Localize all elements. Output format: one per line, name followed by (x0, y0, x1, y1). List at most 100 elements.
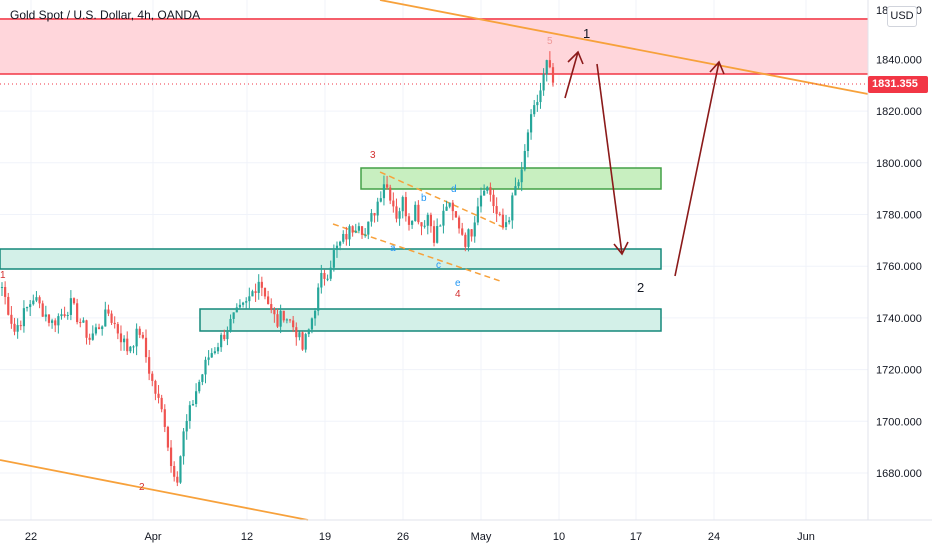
candle-down (288, 319, 292, 321)
candles (0, 51, 555, 487)
candle-up (357, 226, 360, 231)
candle-up (216, 347, 220, 352)
candle-down (454, 211, 458, 218)
candle-up (354, 230, 357, 233)
candle-up (94, 327, 98, 334)
candle-down (451, 202, 454, 212)
candle-up (313, 310, 317, 319)
wave-labels: 1 2 2 3 4 5 1 a b c d e (0, 26, 644, 493)
candle-up (182, 431, 185, 457)
candle-down (495, 206, 498, 214)
candle-up (379, 198, 382, 202)
candle-down (489, 187, 492, 195)
x-tick-label: 19 (319, 531, 331, 543)
candle-down (176, 476, 179, 483)
candle-up (122, 338, 126, 343)
candle-up (204, 359, 207, 375)
wave-label-e: e (455, 278, 461, 289)
candle-up (508, 220, 511, 223)
candle-up (514, 186, 517, 196)
candle-up (69, 298, 72, 315)
x-axis[interactable]: 22 Apr 12 19 26 May 10 17 24 Jun (25, 531, 815, 543)
candle-down (138, 328, 141, 335)
candle-up (445, 206, 448, 211)
candle-down (97, 327, 101, 330)
candle-down (292, 320, 295, 328)
candle-down (345, 233, 348, 240)
y-tick-label: 1680.000 (876, 468, 922, 480)
candle-up (44, 314, 47, 317)
candle-down (4, 287, 7, 297)
x-tick-label: Apr (144, 531, 161, 543)
x-tick-label: May (471, 531, 492, 543)
candle-down (432, 226, 436, 243)
arrow-up-to-1 (564, 51, 579, 99)
wave-label-4: 4 (455, 289, 461, 300)
candle-up (241, 302, 245, 305)
projection-arrows (564, 50, 725, 277)
candle-down (113, 322, 116, 325)
candle-up (529, 114, 533, 133)
candle-up (542, 74, 545, 91)
chart-title: Gold Spot / U.S. Dollar, 4h, OANDA (10, 8, 201, 22)
y-tick-label: 1720.000 (876, 365, 922, 377)
wave-label-big-2: 2 (637, 280, 644, 295)
candle-down (7, 296, 10, 315)
candle-up (91, 333, 94, 340)
candle-up (476, 206, 479, 223)
candle-up (285, 319, 288, 321)
candle-down (295, 327, 298, 338)
y-tick-label: 1840.000 (876, 54, 922, 66)
candle-up (526, 132, 530, 151)
candle-up (332, 250, 335, 268)
x-tick-label: Jun (797, 531, 815, 543)
candle-up (398, 211, 401, 219)
candle-up (229, 318, 232, 332)
candle-down (126, 338, 129, 352)
candle-up (251, 291, 254, 297)
candle-up (232, 312, 235, 319)
candle-up (310, 318, 314, 330)
x-tick-label: 12 (241, 531, 253, 543)
candle-down (13, 323, 16, 332)
candle-down (498, 213, 501, 215)
candle-up (473, 222, 476, 237)
candle-up (339, 241, 342, 246)
candle-up (57, 316, 60, 326)
candle-up (423, 225, 426, 227)
candle-down (551, 67, 555, 83)
candle-down (63, 314, 66, 317)
upper-trendline (379, 0, 869, 95)
candle-down (407, 216, 411, 225)
candle-up (426, 214, 429, 226)
candle-down (144, 337, 148, 358)
arrow-up-to-target (674, 61, 720, 277)
candle-down (373, 213, 376, 216)
candle-down (173, 466, 176, 477)
candle-up (520, 169, 523, 183)
candle-down (85, 320, 88, 338)
candle-down (429, 214, 433, 227)
y-tick-label: 1700.000 (876, 416, 922, 428)
candle-up (370, 213, 373, 222)
candle-up (185, 420, 188, 432)
candle-down (470, 229, 473, 237)
candle-up (16, 325, 19, 332)
x-tick-label: 26 (397, 531, 409, 543)
candle-up (238, 304, 242, 308)
currency-button[interactable]: USD (887, 6, 917, 27)
x-tick-label: 10 (553, 531, 565, 543)
candle-up (198, 381, 201, 392)
candle-up (235, 307, 238, 313)
candle-up (60, 314, 63, 317)
candle-down (10, 314, 13, 324)
candle-up (279, 310, 282, 327)
wave-label-1-left: 1 (0, 270, 6, 281)
candle-down (392, 200, 395, 207)
last-price-tag: 1831.355 (868, 76, 928, 93)
candle-down (160, 397, 163, 410)
candle-down (417, 204, 420, 223)
candle-up (442, 210, 445, 226)
candle-up (201, 374, 204, 382)
